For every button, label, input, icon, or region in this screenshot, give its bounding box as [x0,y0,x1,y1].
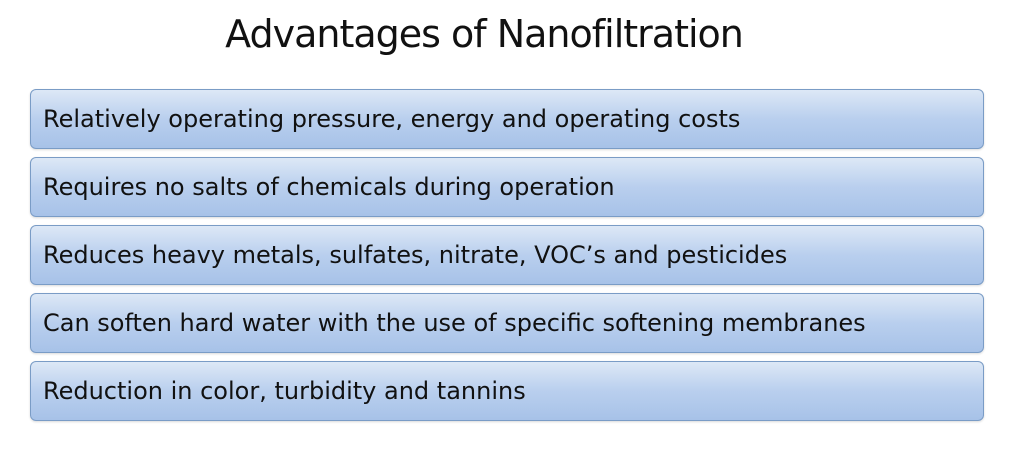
advantage-item: Can soften hard water with the use of sp… [30,293,984,353]
title: Advantages of Nanofiltration [225,12,744,56]
advantage-item: Reduces heavy metals, sulfates, nitrate,… [30,225,984,285]
advantage-item: Requires no salts of chemicals during op… [30,157,984,217]
advantage-item: Reduction in color, turbidity and tannin… [30,361,984,421]
advantage-item: Relatively operating pressure, energy an… [30,89,984,149]
